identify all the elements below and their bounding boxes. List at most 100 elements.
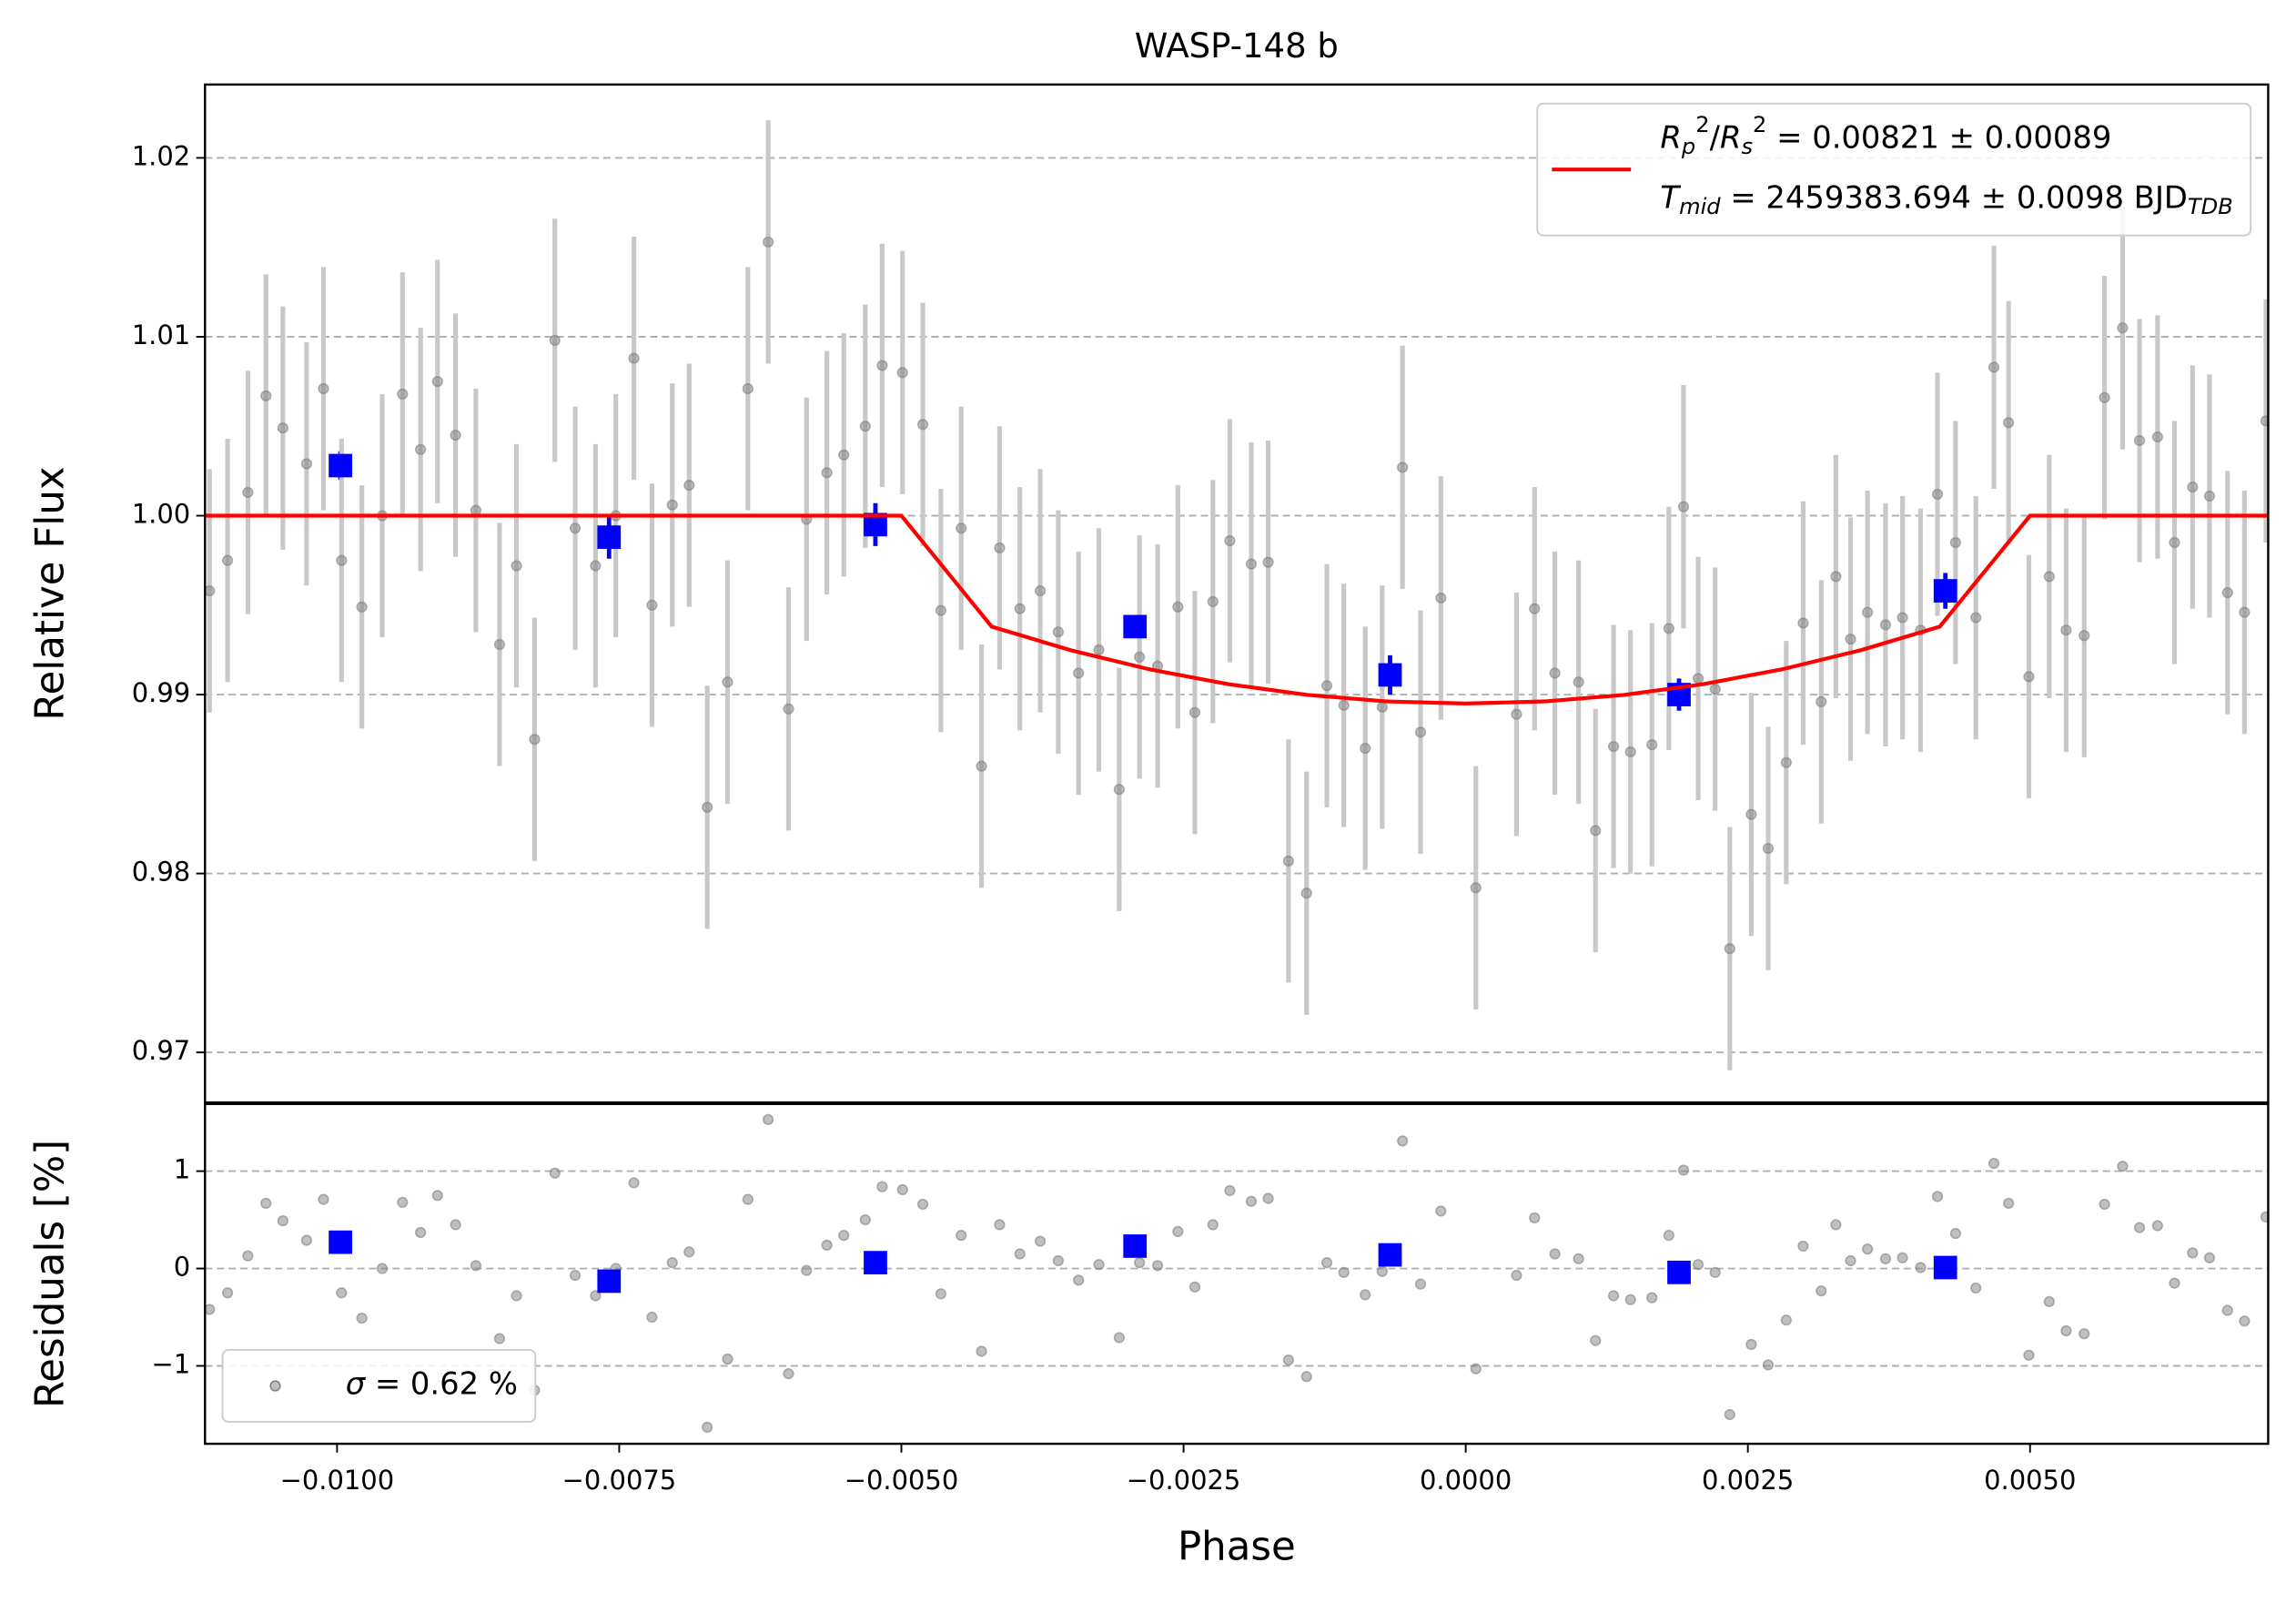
data-point	[1780, 756, 1792, 768]
x-tick-label: 0.0000	[1420, 1465, 1512, 1496]
data-point	[628, 1177, 640, 1189]
data-point	[1360, 742, 1371, 755]
data-point	[1970, 612, 1982, 624]
data-point	[1320, 1257, 1333, 1269]
data-point	[336, 554, 348, 566]
data-point	[1224, 1184, 1236, 1197]
data-point	[1780, 1314, 1792, 1326]
binned-point	[864, 1251, 887, 1274]
data-point	[702, 801, 713, 813]
data-point	[590, 560, 602, 572]
data-point	[742, 1193, 754, 1205]
data-point	[511, 560, 522, 572]
data-point	[1511, 708, 1522, 720]
legend-text: Tmid = 2459383.694 ± 0.0098 BJDTDB	[1660, 179, 2232, 219]
legend-text-part: 2	[1753, 112, 1766, 137]
data-point	[1845, 634, 1856, 645]
x-tick-label: −0.0100	[280, 1465, 395, 1496]
data-point	[1663, 1230, 1674, 1242]
binned-point	[1378, 1243, 1402, 1267]
data-point	[821, 1239, 833, 1251]
data-point	[763, 236, 774, 248]
data-point	[397, 1196, 409, 1208]
data-point	[935, 1288, 947, 1300]
x-tick-label: −0.0075	[562, 1465, 677, 1496]
data-point	[821, 467, 833, 479]
data-point	[1949, 1227, 1961, 1240]
data-point	[859, 1213, 871, 1226]
data-point	[628, 352, 640, 364]
data-point	[1151, 1260, 1164, 1272]
data-point	[470, 504, 482, 516]
y-tick-label: 1.02	[132, 140, 190, 171]
data-point	[896, 1183, 908, 1196]
data-point	[783, 1367, 794, 1380]
data-point	[1762, 1359, 1775, 1371]
data-point	[1879, 1253, 1892, 1264]
legend-text-part: T	[1660, 179, 1681, 215]
data-point	[666, 499, 678, 511]
data-point	[300, 1234, 313, 1246]
data-point	[242, 1250, 254, 1262]
data-point	[1052, 626, 1065, 638]
x-tick-label: 0.0050	[1984, 1465, 2076, 1496]
binned-point	[1123, 1234, 1148, 1258]
data-point	[1073, 1274, 1085, 1286]
data-point	[1300, 1371, 1312, 1383]
data-point	[470, 1260, 482, 1272]
data-point	[1590, 1334, 1602, 1346]
binned-point	[1667, 1260, 1691, 1284]
legend-text-part: TDB	[2188, 194, 2233, 219]
data-point	[1093, 1259, 1105, 1271]
data-point	[1646, 738, 1658, 751]
legend-text: σ = 0.62 %	[346, 1365, 518, 1401]
data-point	[1724, 1408, 1735, 1421]
chart-title: WASP-148 b	[1135, 26, 1339, 66]
data-point	[1830, 1219, 1842, 1231]
data-point	[1862, 606, 1874, 618]
data-point	[336, 1287, 348, 1299]
data-point	[415, 443, 427, 455]
y-tick-label: −1	[151, 1349, 190, 1380]
data-point	[1607, 1290, 1620, 1302]
data-point	[2260, 415, 2269, 427]
data-point	[1624, 1294, 1636, 1305]
data-point	[1300, 888, 1312, 899]
legend-text-part: = 0.00821 ± 0.00089	[1766, 119, 2111, 155]
data-point	[1816, 695, 1827, 708]
data-point	[1262, 556, 1274, 568]
data-point	[976, 1345, 987, 1357]
data-point	[1590, 825, 1602, 837]
legend-text-part: = 2459383.694 ± 0.0098 BJD	[1721, 179, 2188, 215]
data-point	[2187, 481, 2199, 493]
legend-text-part: /	[1710, 119, 1721, 155]
data-point	[356, 601, 368, 613]
data-point	[1172, 601, 1184, 613]
data-point	[1282, 1354, 1295, 1366]
data-point	[2003, 1197, 2015, 1209]
legend-text-part: mid	[1679, 194, 1721, 219]
data-point	[1470, 882, 1482, 894]
data-point	[1134, 1257, 1146, 1269]
data-point	[1692, 673, 1704, 685]
data-point	[666, 1257, 678, 1269]
data-point	[415, 1226, 427, 1239]
legend-handle	[269, 1380, 281, 1392]
data-point	[1034, 584, 1047, 597]
data-point	[1915, 1262, 1927, 1273]
data-point	[1113, 1332, 1125, 1344]
data-point	[1188, 1281, 1201, 1293]
data-point	[2023, 1349, 2035, 1361]
data-point	[2060, 624, 2072, 636]
data-point	[493, 638, 506, 651]
data-point	[1692, 1259, 1704, 1271]
data-point	[511, 1290, 522, 1302]
data-point	[1376, 701, 1388, 713]
data-point	[590, 1290, 602, 1302]
data-point	[916, 1198, 929, 1211]
data-point	[2151, 431, 2163, 443]
data-point	[2117, 322, 2129, 334]
data-point	[956, 522, 967, 534]
